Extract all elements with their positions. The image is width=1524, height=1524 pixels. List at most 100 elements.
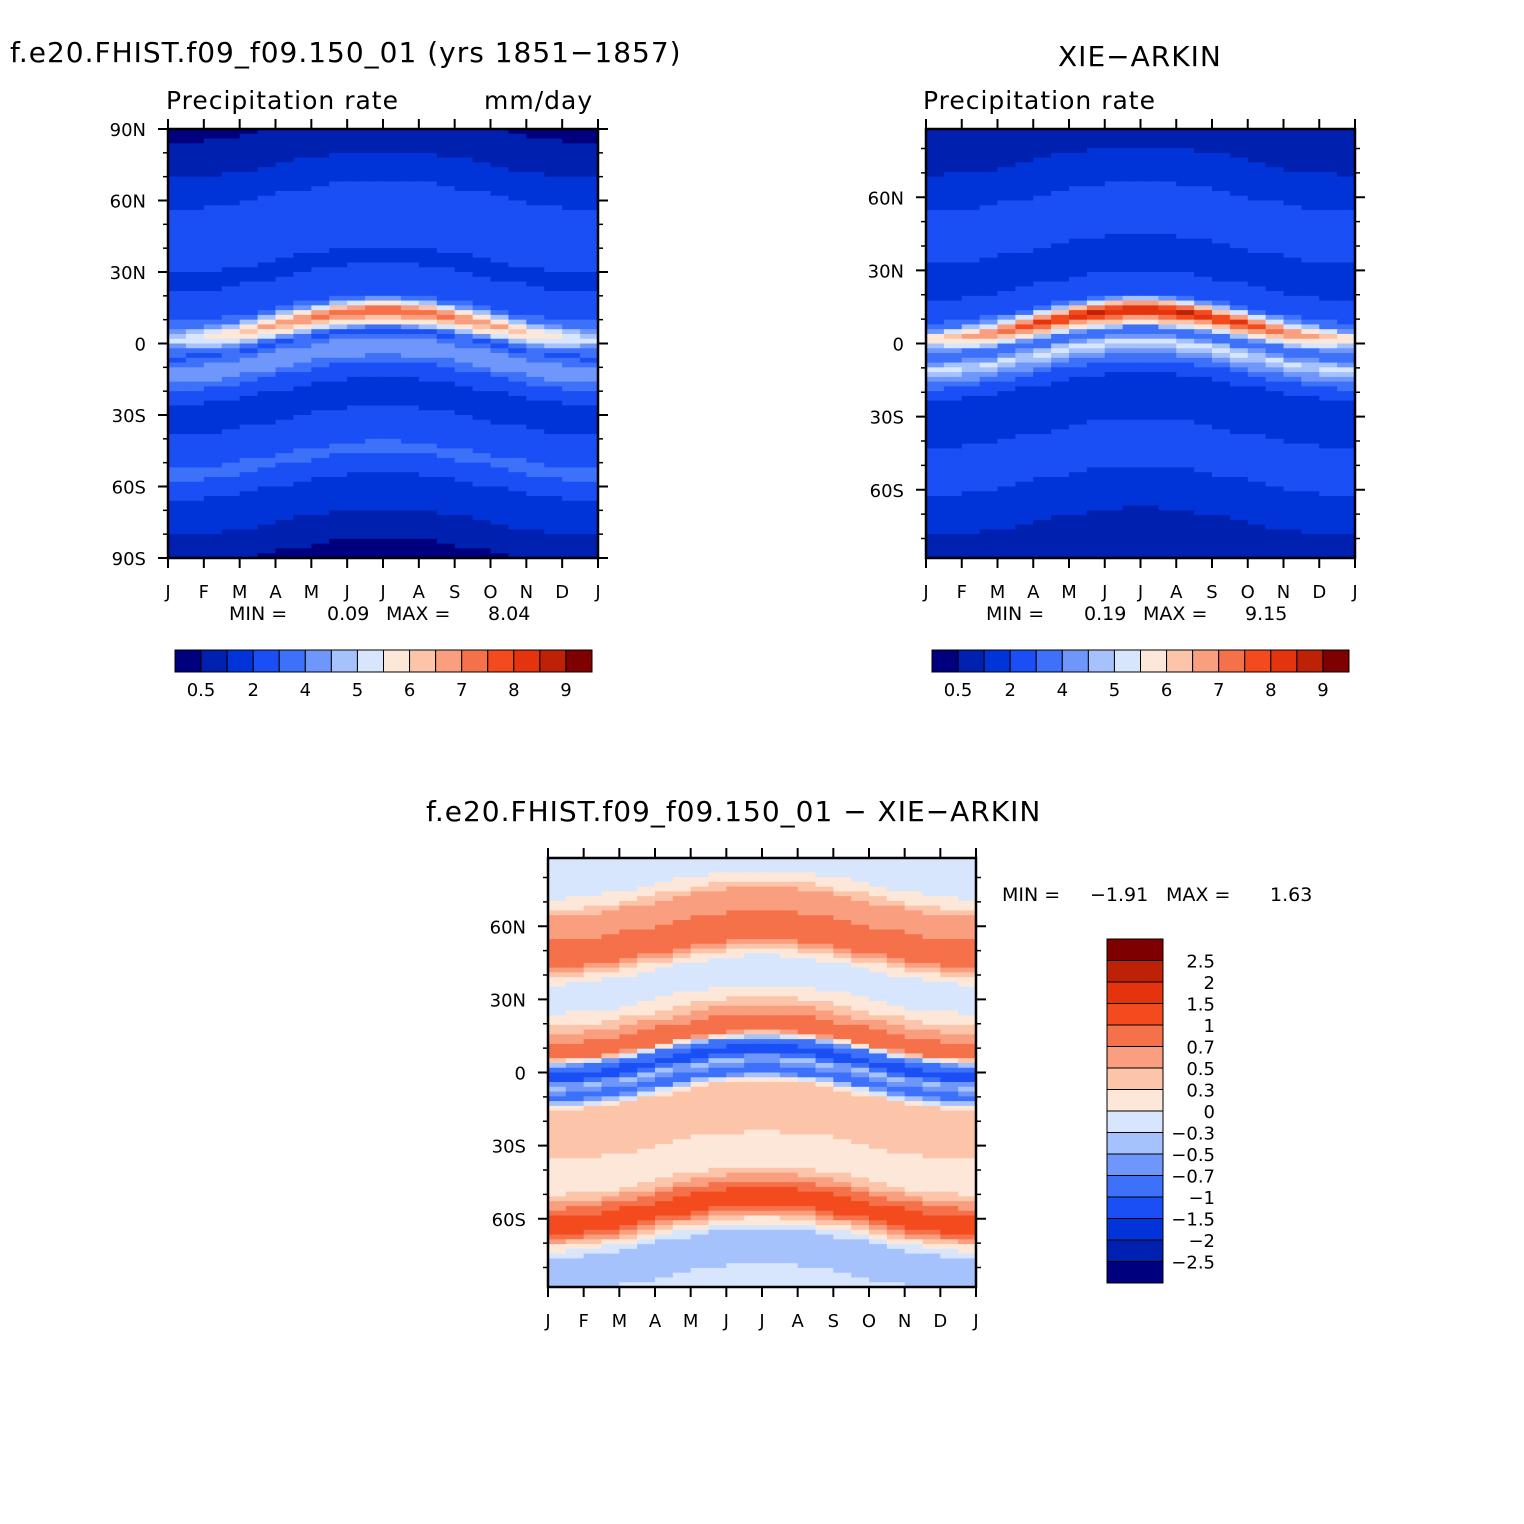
heatmap-cell — [1051, 391, 1070, 397]
heatmap-cell — [168, 219, 187, 225]
heatmap-cell — [580, 200, 599, 206]
heatmap-cell — [961, 348, 981, 354]
heatmap-cell — [400, 538, 420, 545]
heatmap-cell — [1104, 500, 1124, 507]
heatmap-cell — [637, 858, 656, 864]
heatmap-cell — [185, 310, 205, 316]
heatmap-cell — [637, 886, 656, 892]
heatmap-cell — [926, 229, 945, 235]
heatmap-cell — [1194, 305, 1213, 311]
heatmap-cell — [1015, 415, 1034, 421]
heatmap-cell — [239, 229, 259, 235]
heatmap-cell — [472, 434, 492, 440]
heatmap-cell — [275, 357, 295, 364]
heatmap-cell — [1033, 252, 1052, 259]
heatmap-cell — [1194, 486, 1213, 492]
heatmap-cell — [185, 353, 205, 359]
heatmap-cell — [1337, 486, 1356, 492]
heatmap-cell — [365, 400, 384, 407]
heatmap-cell — [347, 386, 366, 392]
heatmap-cell — [1015, 524, 1034, 530]
heatmap-cell — [655, 939, 674, 945]
heatmap-cell — [239, 348, 259, 354]
heatmap-cell — [1212, 343, 1231, 349]
heatmap-cell — [1319, 333, 1338, 340]
heatmap-cell — [490, 543, 510, 550]
heatmap-cell — [400, 443, 420, 449]
heatmap-cell — [454, 314, 474, 321]
heatmap-cell — [1015, 200, 1034, 206]
heatmap-cell — [185, 443, 205, 449]
heatmap-cell — [580, 472, 599, 478]
heatmap-cell — [961, 538, 981, 545]
heatmap-cell — [185, 429, 205, 435]
heatmap-cell — [1212, 353, 1231, 359]
heatmap-cell — [1283, 372, 1302, 378]
heatmap-cell — [436, 419, 456, 426]
heatmap-cell — [979, 343, 999, 349]
heatmap-cell — [637, 862, 656, 869]
heatmap-cell — [1229, 138, 1249, 144]
heatmap-cell — [400, 248, 420, 254]
heatmap-cell — [886, 896, 906, 902]
heatmap-cell — [1033, 176, 1052, 183]
heatmap-cell — [1229, 243, 1249, 249]
heatmap-cell — [239, 410, 259, 416]
heatmap-cell — [562, 486, 581, 492]
heatmap-cell — [1212, 210, 1231, 216]
heatmap-cell — [400, 162, 420, 168]
heatmap-cell — [526, 405, 545, 411]
heatmap-cell — [1301, 152, 1320, 159]
heatmap-cell — [1319, 538, 1338, 545]
heatmap-cell — [490, 419, 510, 426]
heatmap-cell — [1176, 486, 1195, 492]
heatmap-cell — [490, 553, 510, 559]
heatmap-cell — [1158, 443, 1177, 449]
heatmap-cell — [1158, 171, 1177, 178]
heatmap-cell — [1069, 176, 1088, 183]
heatmap-cell — [1086, 129, 1106, 135]
heatmap-cell — [1033, 419, 1052, 426]
heatmap-cell — [508, 291, 527, 297]
heatmap-cell — [1033, 162, 1052, 168]
heatmap-cell — [221, 357, 241, 364]
heatmap-cell — [544, 434, 563, 440]
heatmap-cell — [637, 934, 656, 940]
heatmap-cell — [221, 129, 241, 135]
heatmap-cell — [526, 362, 545, 368]
heatmap-cell — [365, 362, 384, 368]
heatmap-cell — [490, 190, 510, 197]
heatmap-cell — [548, 915, 567, 921]
heatmap-cell — [293, 229, 312, 235]
heatmap-cell — [562, 219, 581, 225]
heatmap-cell — [221, 219, 241, 225]
heatmap-cell — [1122, 171, 1142, 178]
heatmap-cell — [1283, 548, 1302, 554]
y-tick-label: 90S — [112, 549, 146, 570]
heatmap-cell — [400, 176, 420, 183]
heatmap-cell — [1104, 395, 1124, 402]
heatmap-cell — [565, 915, 585, 921]
heatmap-cell — [1247, 538, 1267, 545]
heatmap-cell — [943, 252, 963, 259]
colorbar-swatch — [1192, 649, 1220, 673]
heatmap-cell — [1140, 510, 1159, 516]
panel2-min-value: 0.19 — [1084, 603, 1127, 625]
heatmap-cell — [544, 443, 563, 449]
heatmap-cell — [943, 190, 963, 197]
heatmap-cell — [1283, 233, 1302, 240]
heatmap-cell — [490, 453, 510, 459]
heatmap-cell — [526, 419, 545, 426]
heatmap-cell — [601, 877, 620, 883]
heatmap-cell — [979, 486, 999, 492]
heatmap-cell — [1301, 300, 1320, 306]
heatmap-cell — [833, 877, 852, 883]
heatmap-cell — [815, 877, 834, 883]
heatmap-cell — [961, 500, 981, 507]
heatmap-cell — [365, 510, 384, 516]
heatmap-cell — [203, 333, 223, 340]
heatmap-cell — [1122, 195, 1142, 202]
heatmap-cell — [1337, 195, 1356, 202]
heatmap-cell — [221, 314, 241, 321]
heatmap-cell — [1265, 148, 1285, 154]
